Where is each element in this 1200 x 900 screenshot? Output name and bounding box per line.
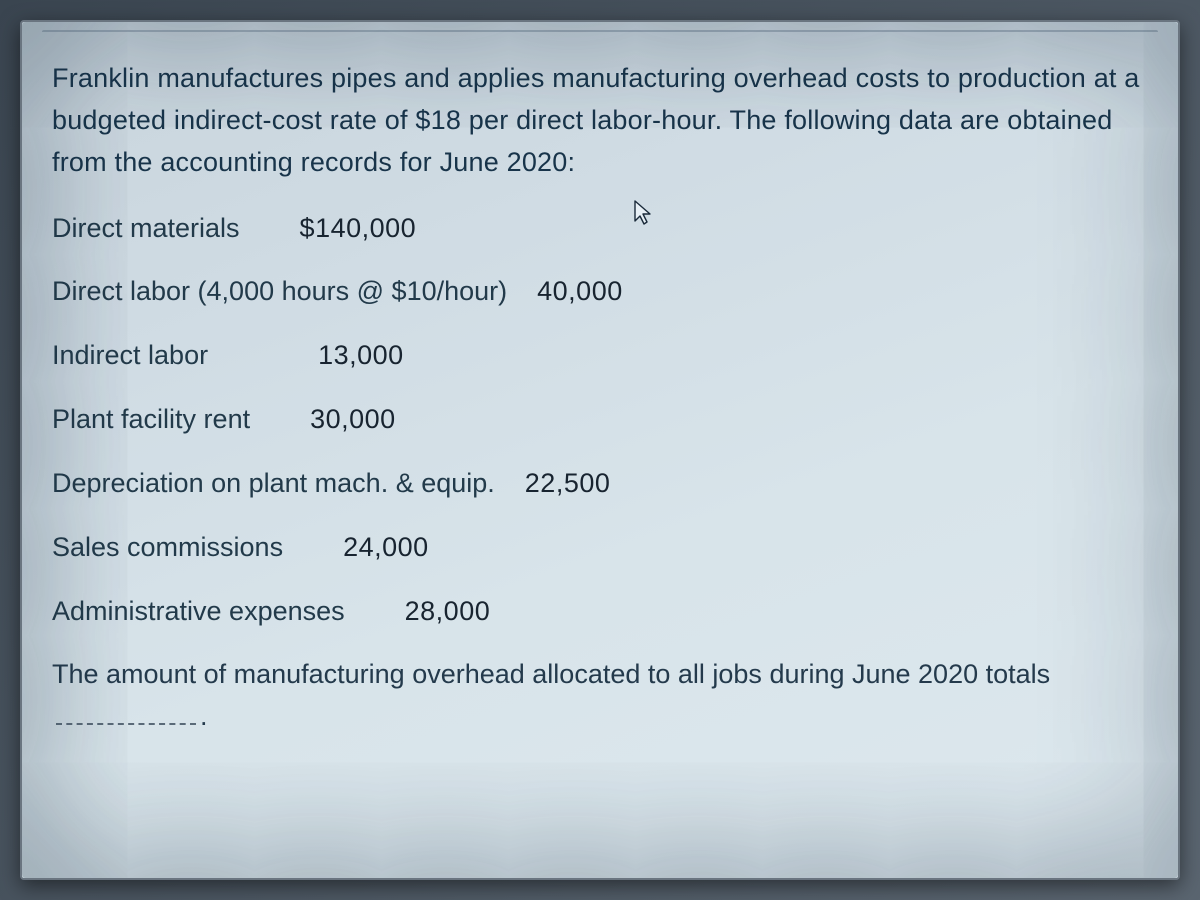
row-plant-rent: Plant facility rent 30,000: [52, 399, 1148, 441]
value: 13,000: [318, 335, 404, 377]
row-sales-commissions: Sales commissions 24,000: [52, 527, 1148, 569]
label: Sales commissions: [52, 527, 283, 569]
value: 28,000: [405, 591, 491, 633]
question-line: The amount of manufacturing overhead all…: [52, 654, 1148, 738]
fill-in-blank[interactable]: [56, 701, 196, 725]
content-area: Franklin manufactures pipes and applies …: [52, 44, 1148, 738]
row-direct-labor: Direct labor (4,000 hours @ $10/hour) 40…: [52, 271, 1148, 313]
row-admin-expenses: Administrative expenses 28,000: [52, 591, 1148, 633]
top-rule: [42, 30, 1158, 34]
question-suffix: .: [200, 701, 208, 731]
label: Direct materials: [52, 208, 240, 250]
value: $140,000: [300, 208, 417, 250]
value: 22,500: [525, 463, 611, 505]
row-depreciation: Depreciation on plant mach. & equip. 22,…: [52, 463, 1148, 505]
label: Depreciation on plant mach. & equip.: [52, 463, 495, 505]
value: 30,000: [310, 399, 396, 441]
data-list: Direct materials $140,000 Direct labor (…: [52, 208, 1148, 633]
label: Direct labor (4,000 hours @ $10/hour): [52, 271, 507, 313]
value: 40,000: [537, 271, 623, 313]
value: 24,000: [343, 527, 429, 569]
row-indirect-labor: Indirect labor 13,000: [52, 335, 1148, 377]
question-card: Franklin manufactures pipes and applies …: [20, 20, 1180, 880]
label: Administrative expenses: [52, 591, 345, 633]
label: Indirect labor: [52, 335, 208, 377]
intro-paragraph: Franklin manufactures pipes and applies …: [52, 58, 1148, 184]
label: Plant facility rent: [52, 399, 250, 441]
row-direct-materials: Direct materials $140,000: [52, 208, 1148, 250]
question-text: The amount of manufacturing overhead all…: [52, 659, 1050, 689]
